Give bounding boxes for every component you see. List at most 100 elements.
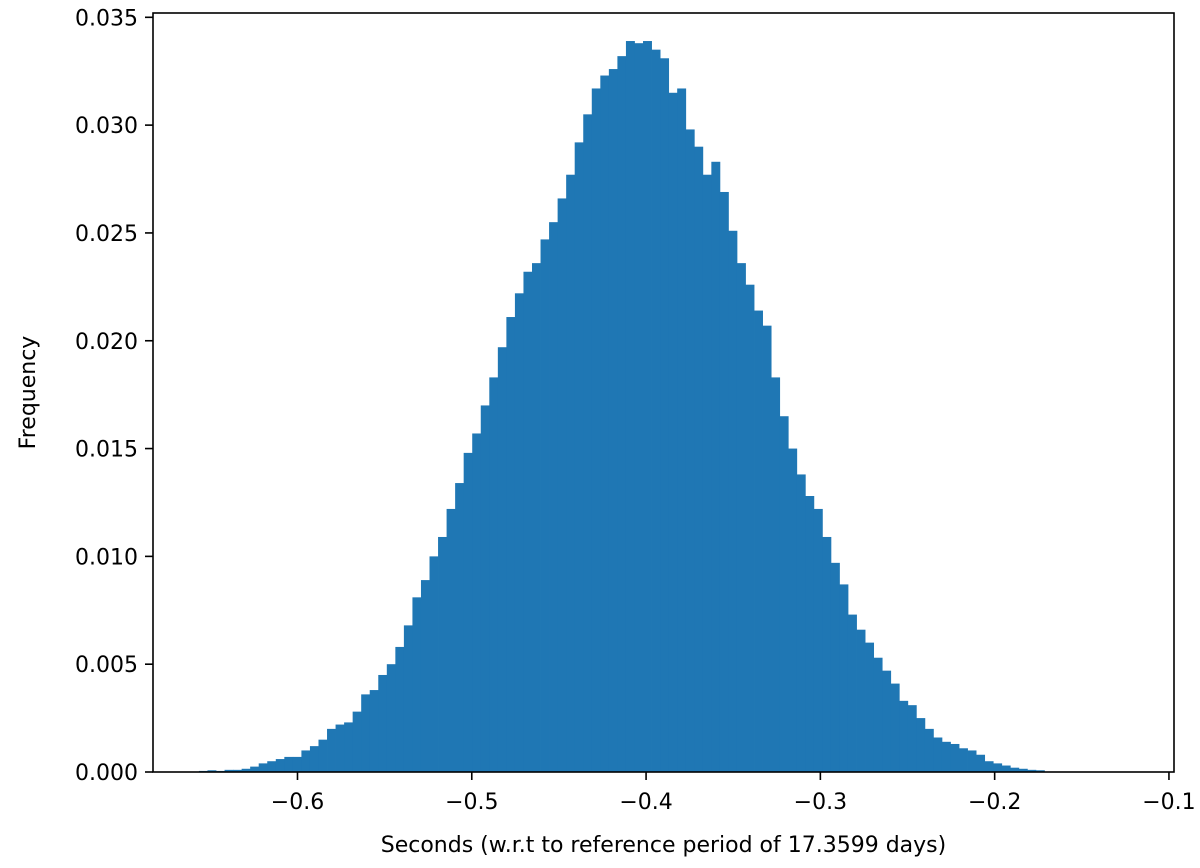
histogram-bar (532, 263, 541, 772)
histogram-bar (941, 741, 951, 772)
y-axis-label: Frequency (16, 336, 41, 450)
histogram-bar (438, 536, 447, 772)
histogram-bar (668, 92, 678, 772)
histogram-bar (429, 556, 439, 773)
histogram-bar (412, 597, 422, 772)
histogram-bar (497, 347, 507, 772)
x-tick-label: −0.5 (445, 790, 498, 815)
histogram-bars (198, 41, 1045, 773)
histogram-bar (566, 174, 576, 773)
histogram-bar (489, 377, 499, 772)
x-tick-label: −0.6 (271, 790, 324, 815)
histogram-bar (805, 496, 815, 772)
histogram-bar (455, 483, 465, 772)
histogram-bar (865, 642, 875, 773)
histogram-bar (822, 536, 832, 772)
histogram-bar (933, 737, 943, 772)
y-tick-label: 0.005 (75, 653, 138, 678)
histogram-bar (984, 761, 994, 772)
y-axis-ticks: 0.000 0.005 0.010 0.015 0.020 0.025 0.030 0.035 (75, 6, 153, 786)
histogram-bar (284, 756, 294, 772)
histogram-bar (779, 416, 789, 772)
histogram-bar (523, 271, 533, 772)
histogram-bar (250, 766, 260, 772)
histogram-bar (643, 41, 652, 772)
histogram-bar (591, 88, 601, 773)
histogram-bar (318, 739, 328, 772)
histogram-bar (369, 690, 379, 772)
histogram-bar (309, 746, 319, 773)
histogram-bar (1018, 768, 1028, 772)
histogram-bar (344, 722, 354, 772)
histogram-bar (233, 769, 243, 772)
histogram-bar (267, 761, 277, 772)
histogram-bar (728, 230, 738, 772)
histogram-bar (754, 310, 763, 772)
y-tick-label: 0.015 (75, 438, 138, 463)
histogram-bar (241, 768, 251, 772)
histogram-bar (847, 614, 857, 772)
histogram-bar (651, 49, 661, 773)
histogram-bar (292, 756, 302, 772)
histogram-bar (446, 508, 456, 772)
histogram-bar (386, 664, 396, 772)
histogram-bar (403, 625, 413, 773)
x-tick-label: −0.3 (794, 790, 847, 815)
y-tick-label: 0.000 (75, 761, 138, 786)
histogram-bar (301, 750, 311, 772)
histogram-bar (719, 191, 729, 773)
y-tick-label: 0.020 (75, 330, 138, 355)
histogram-bar (224, 769, 234, 772)
histogram-bar (600, 75, 610, 772)
histogram-bar (472, 433, 482, 772)
histogram-bar (702, 174, 712, 773)
histogram-bar (420, 580, 430, 772)
histogram-bar (856, 629, 866, 772)
histogram-bar (275, 759, 285, 772)
y-tick-label: 0.010 (75, 545, 138, 570)
histogram-bar (890, 683, 900, 772)
histogram-bar (634, 43, 644, 772)
histogram-bar (677, 88, 687, 773)
histogram-bar (557, 198, 567, 772)
histogram-bar (916, 718, 926, 772)
histogram-bar (873, 657, 883, 772)
histogram-bar (1010, 767, 1020, 772)
histogram-bar (361, 694, 371, 773)
x-tick-label: −0.2 (968, 790, 1021, 815)
histogram-bar (583, 114, 593, 773)
histogram-bar (378, 674, 388, 772)
histogram-bar (950, 743, 960, 772)
histogram-bar (745, 284, 755, 772)
plot-frame (152, 12, 1175, 773)
histogram-bar (907, 705, 917, 772)
histogram-bar (1027, 769, 1037, 772)
histogram-bar (694, 146, 704, 772)
histogram-bar (839, 584, 849, 772)
histogram-bar (625, 41, 635, 772)
histogram-bar (395, 646, 405, 772)
histogram-bar (514, 293, 524, 772)
histogram-bar (685, 129, 695, 772)
histogram-bar (762, 325, 772, 772)
histogram-bar (813, 508, 823, 772)
histogram-bar (796, 474, 806, 772)
y-tick-label: 0.025 (75, 222, 138, 247)
histogram-bar (736, 263, 746, 772)
histogram-bar (899, 700, 909, 772)
histogram-bar (258, 763, 268, 773)
histogram-bar (788, 448, 798, 772)
histogram-bar (1035, 770, 1045, 772)
histogram-bar (480, 405, 490, 772)
histogram-bar (924, 728, 934, 773)
histogram-bar (352, 711, 362, 773)
x-axis-label: Seconds (w.r.t to reference period of 17… (381, 833, 946, 858)
x-tick-label: −0.1 (1142, 790, 1195, 815)
histogram-bar (617, 56, 627, 773)
histogram-bar (882, 670, 892, 772)
histogram-bar (506, 317, 516, 772)
y-tick-label: 0.035 (75, 6, 138, 31)
histogram-bar (549, 222, 559, 772)
x-tick-label: −0.4 (619, 790, 672, 815)
